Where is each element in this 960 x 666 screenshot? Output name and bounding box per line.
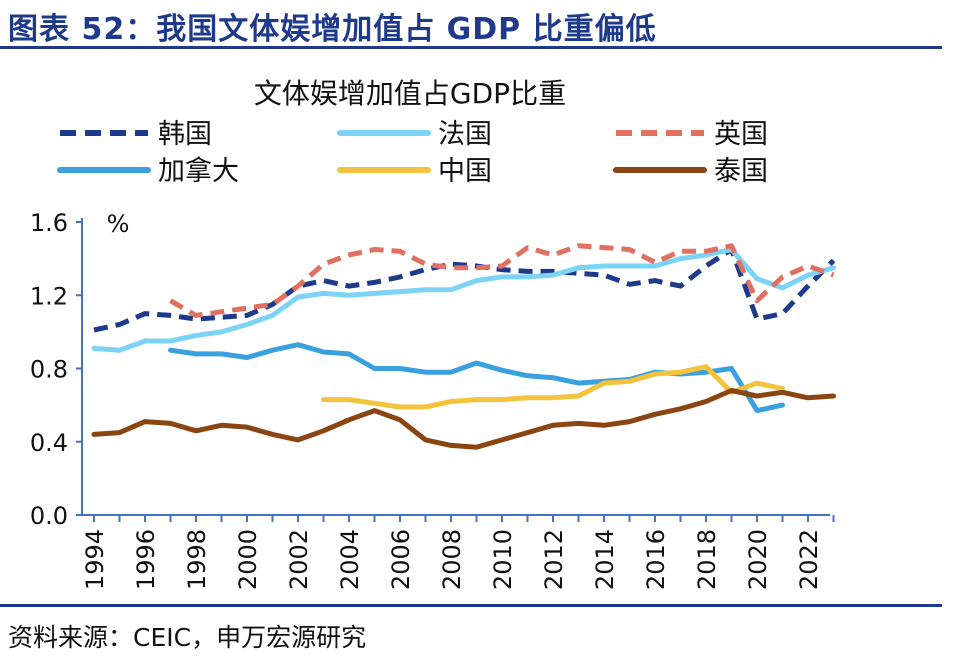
legend-item-2: 英国: [616, 119, 768, 150]
y-tick-label: 0.4: [30, 429, 68, 457]
x-tick-label: 2008: [438, 529, 466, 590]
footer-rule: [0, 604, 942, 607]
series-line-4: [321, 364, 785, 410]
y-tick-label: 1.6: [30, 209, 68, 237]
x-tick-label: 1996: [132, 529, 160, 590]
y-tick-label: 0.0: [30, 502, 68, 530]
x-tick-label: 1994: [81, 529, 109, 590]
legend-item-4: 中国: [337, 156, 492, 187]
y-axis: 0.0 0.4 0.8 1.2 1.6: [30, 209, 83, 530]
x-tick-label: 2020: [744, 529, 772, 590]
x-tick-label: 2006: [387, 529, 415, 590]
x-tick-label: 2004: [336, 529, 364, 590]
series-layer: [91, 243, 836, 450]
header-rule: [0, 46, 942, 49]
series-line-5: [91, 388, 836, 450]
y-tick-label: 1.2: [30, 282, 68, 310]
series-line-2: [169, 243, 835, 318]
x-tick-label: 2018: [693, 529, 721, 590]
legend-label: 加拿大: [158, 156, 239, 187]
legend-label: 中国: [438, 156, 492, 187]
x-tick-label: 2010: [489, 529, 517, 590]
legend-label: 韩国: [158, 119, 212, 150]
x-tick-label: 2000: [234, 529, 262, 590]
legend-label: 英国: [714, 119, 768, 150]
legend-item-1: 法国: [337, 119, 492, 150]
legend-label: 法国: [438, 119, 492, 150]
x-tick-label: 2022: [795, 529, 823, 590]
source-note: 资料来源：CEIC，申万宏源研究: [8, 623, 367, 652]
x-tick-label: 2012: [540, 529, 568, 590]
x-tick-label: 2002: [285, 529, 313, 590]
x-tick-label: 2014: [591, 529, 619, 590]
y-axis-unit-label: %: [107, 210, 130, 238]
legend-item-3: 加拿大: [57, 156, 239, 187]
legend-item-0: 韩国: [60, 119, 212, 150]
legend-label: 泰国: [714, 156, 768, 187]
x-tick-label: 1998: [183, 529, 211, 590]
page-title: 图表 52：我国文体娱增加值占 GDP 比重偏低: [8, 12, 657, 47]
series-line-1: [91, 247, 836, 353]
series-line-0: [93, 247, 836, 333]
chart-title: 文体娱增加值占GDP比重: [254, 77, 566, 110]
legend-item-5: 泰国: [613, 156, 768, 187]
x-tick-label: 2016: [642, 529, 670, 590]
x-axis: 1994 1996 1998 2000 2002 2004 2006 2008 2010 2012…: [81, 514, 835, 590]
y-tick-label: 0.8: [30, 356, 68, 384]
